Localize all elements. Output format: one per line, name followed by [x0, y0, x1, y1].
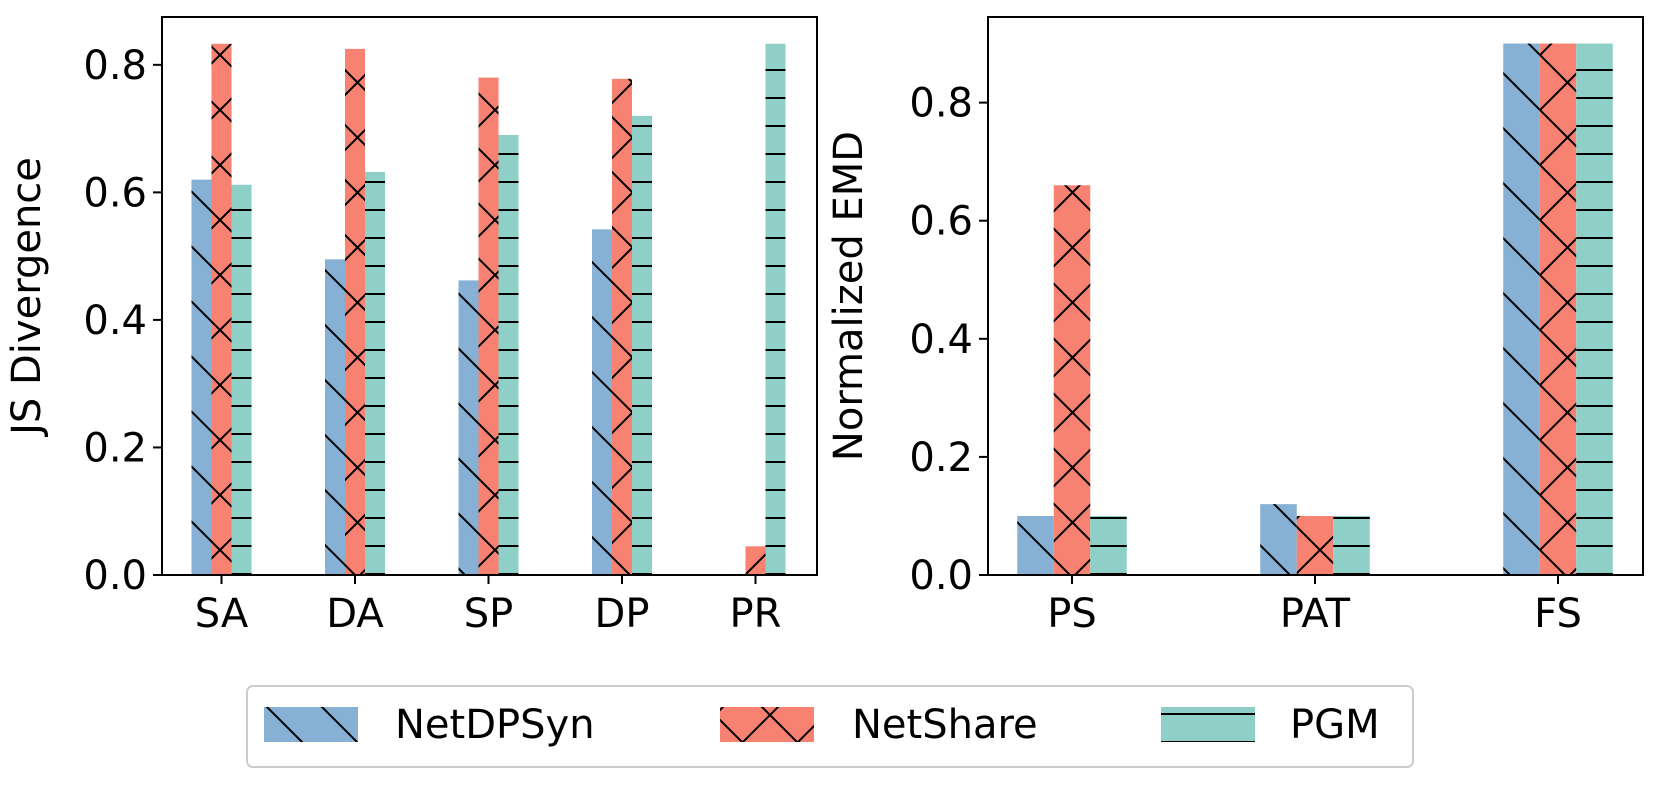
y-tick-label: 0.8 — [909, 81, 973, 127]
bar-pgm-sp-hatch — [498, 134, 519, 575]
bar-netdpsyn-dp-hatch — [592, 229, 612, 575]
bar-netdpsyn-fs-hatch — [1503, 43, 1540, 576]
y-tick-label: 0.6 — [909, 199, 973, 245]
y-axis-title: Normalized EMD — [826, 131, 872, 461]
normalized-emd-chart: 0.0 0.2 0.4 0.6 0.8 PS PAT FS Normalized EMD — [826, 16, 1644, 637]
x-tick-label-pat: PAT — [1280, 591, 1351, 637]
y-tick-label: 0.2 — [83, 425, 147, 471]
bar-pgm-sa-hatch — [231, 184, 252, 575]
js-divergence-chart: 0.0 0.2 0.4 0.6 0.8 SA DA SP DP PR JS Divergence — [4, 16, 818, 637]
bar-pgm-fs-hatch — [1576, 43, 1613, 576]
bar-pgm-da-hatch — [365, 171, 385, 575]
x-tick-label-sa: SA — [195, 591, 249, 637]
y-tick-label: 0.4 — [909, 317, 973, 363]
bar-netshare-fs-hatch — [1539, 43, 1577, 576]
bar-netdpsyn-pat-hatch — [1260, 504, 1297, 575]
bar-netshare-pr-hatch — [745, 546, 766, 575]
bar-netshare-ps-hatch — [1053, 185, 1091, 576]
bar-netshare-da-hatch — [345, 48, 365, 575]
bar-pgm-ps-hatch — [1090, 515, 1127, 575]
legend-label-pgm: PGM — [1290, 702, 1380, 748]
y-tick-label: 0.6 — [83, 170, 147, 216]
y-tick-label: 0.0 — [909, 553, 973, 599]
bar-netdpsyn-sa-hatch — [191, 179, 212, 576]
bar-netdpsyn-sp-hatch — [458, 280, 479, 575]
legend-label-netshare: NetShare — [852, 702, 1038, 748]
legend-swatch-hatch-pgm — [1161, 707, 1255, 742]
bar-netdpsyn-ps-hatch — [1017, 515, 1054, 575]
legend: NetDPSyn NetShare PGM — [246, 685, 1414, 768]
y-axis-title: JS Divergence — [4, 157, 50, 438]
x-tick-label-dp: DP — [595, 591, 650, 637]
bar-pgm-pat-hatch — [1333, 515, 1370, 575]
bar-netshare-dp-hatch — [612, 78, 632, 576]
y-tick-label: 0.4 — [83, 298, 147, 344]
legend-swatch-hatch-netshare — [720, 707, 814, 742]
x-tick-label-sp: SP — [464, 591, 514, 637]
bar-pgm-pr-hatch — [765, 43, 786, 576]
legend-label-netdpsyn: NetDPSyn — [395, 702, 595, 748]
y-tick-label: 0.0 — [83, 553, 147, 599]
bar-pgm-dp-hatch — [632, 115, 652, 576]
y-tick-label: 0.8 — [83, 43, 147, 89]
bar-netshare-pat-hatch — [1296, 515, 1334, 575]
x-tick-label-da: DA — [326, 591, 384, 637]
bar-netshare-sa-hatch — [211, 43, 232, 576]
legend-frame — [246, 685, 1414, 768]
legend-swatch-hatch-netdpsyn — [264, 707, 358, 742]
x-tick-label-ps: PS — [1047, 591, 1097, 637]
x-tick-label-fs: FS — [1534, 591, 1582, 637]
y-tick-label: 0.2 — [909, 435, 973, 481]
x-tick-label-pr: PR — [730, 591, 782, 637]
bar-netshare-sp-hatch — [478, 77, 499, 575]
bar-netdpsyn-da-hatch — [325, 259, 345, 575]
